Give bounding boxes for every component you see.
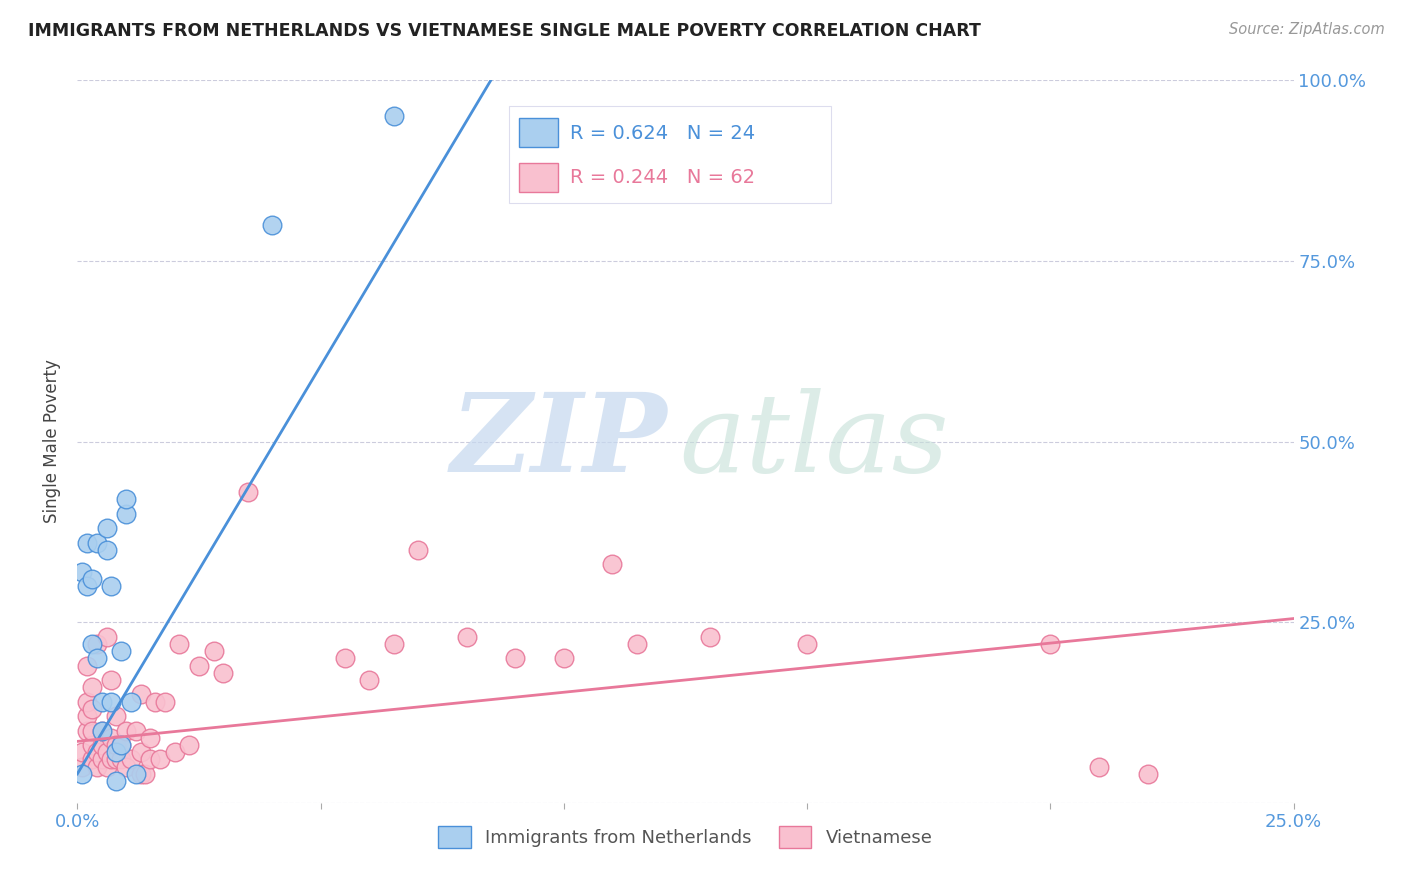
Y-axis label: Single Male Poverty: Single Male Poverty: [44, 359, 62, 524]
Point: [76, 535, 98, 549]
Point: [100, 673, 122, 687]
Point: [456, 630, 478, 644]
Point: [80, 752, 103, 766]
Point: [236, 485, 259, 500]
Point: [86, 637, 108, 651]
Point: [80, 702, 103, 716]
Point: [80, 637, 103, 651]
Point: [125, 723, 148, 738]
Text: IMMIGRANTS FROM NETHERLANDS VS VIETNAMESE SINGLE MALE POVERTY CORRELATION CHART: IMMIGRANTS FROM NETHERLANDS VS VIETNAMES…: [28, 22, 981, 40]
Point: [382, 637, 405, 651]
FancyBboxPatch shape: [519, 163, 558, 193]
Text: R = 0.624   N = 24: R = 0.624 N = 24: [569, 123, 755, 143]
Text: Source: ZipAtlas.com: Source: ZipAtlas.com: [1229, 22, 1385, 37]
Point: [149, 752, 172, 766]
Point: [1136, 767, 1159, 781]
FancyBboxPatch shape: [519, 118, 558, 147]
Point: [602, 558, 624, 572]
Point: [96, 542, 118, 557]
Point: [100, 695, 122, 709]
Point: [163, 745, 186, 759]
Point: [382, 110, 405, 124]
Point: [134, 767, 156, 781]
Point: [120, 752, 142, 766]
Text: R = 0.244   N = 62: R = 0.244 N = 62: [569, 169, 755, 187]
Point: [110, 738, 132, 752]
Point: [179, 738, 201, 752]
Point: [80, 572, 103, 586]
Point: [129, 745, 152, 759]
Point: [70, 565, 93, 579]
Point: [105, 745, 128, 759]
Point: [115, 723, 138, 738]
Point: [100, 731, 122, 745]
Point: [139, 731, 162, 745]
Point: [90, 752, 112, 766]
Point: [115, 507, 138, 521]
Point: [96, 521, 118, 535]
Point: [120, 695, 142, 709]
Point: [96, 760, 118, 774]
Point: [503, 651, 526, 665]
Point: [139, 752, 162, 766]
Point: [1039, 637, 1062, 651]
Point: [359, 673, 381, 687]
Point: [105, 709, 128, 723]
Point: [153, 695, 176, 709]
Point: [129, 687, 152, 701]
Point: [86, 651, 108, 665]
Point: [699, 630, 721, 644]
Point: [553, 651, 575, 665]
Point: [202, 644, 225, 658]
Point: [260, 218, 283, 232]
Point: [70, 767, 93, 781]
Point: [86, 760, 108, 774]
Point: [110, 752, 132, 766]
Point: [125, 767, 148, 781]
Text: atlas: atlas: [679, 388, 949, 495]
Point: [100, 752, 122, 766]
Point: [80, 723, 103, 738]
Point: [76, 579, 98, 593]
Point: [115, 760, 138, 774]
Point: [212, 665, 235, 680]
Point: [96, 630, 118, 644]
Point: [90, 723, 112, 738]
Point: [76, 658, 98, 673]
Point: [76, 723, 98, 738]
Point: [796, 637, 818, 651]
Point: [110, 644, 132, 658]
Point: [110, 738, 132, 752]
Point: [90, 695, 112, 709]
Point: [76, 695, 98, 709]
Point: [105, 738, 128, 752]
Point: [105, 774, 128, 789]
Legend: Immigrants from Netherlands, Vietnamese: Immigrants from Netherlands, Vietnamese: [432, 819, 939, 855]
Point: [80, 738, 103, 752]
Point: [80, 680, 103, 694]
Point: [70, 745, 93, 759]
Point: [129, 767, 152, 781]
Point: [100, 579, 122, 593]
Point: [105, 752, 128, 766]
Point: [333, 651, 356, 665]
Point: [70, 760, 93, 774]
Point: [169, 637, 191, 651]
Point: [188, 658, 211, 673]
Text: ZIP: ZIP: [450, 388, 668, 495]
Point: [115, 492, 138, 507]
Point: [76, 709, 98, 723]
Point: [1088, 760, 1111, 774]
Point: [626, 637, 648, 651]
Point: [86, 745, 108, 759]
Point: [90, 723, 112, 738]
Point: [406, 542, 429, 557]
Point: [143, 695, 166, 709]
FancyBboxPatch shape: [509, 105, 831, 203]
Point: [96, 745, 118, 759]
Point: [90, 738, 112, 752]
Point: [86, 535, 108, 549]
